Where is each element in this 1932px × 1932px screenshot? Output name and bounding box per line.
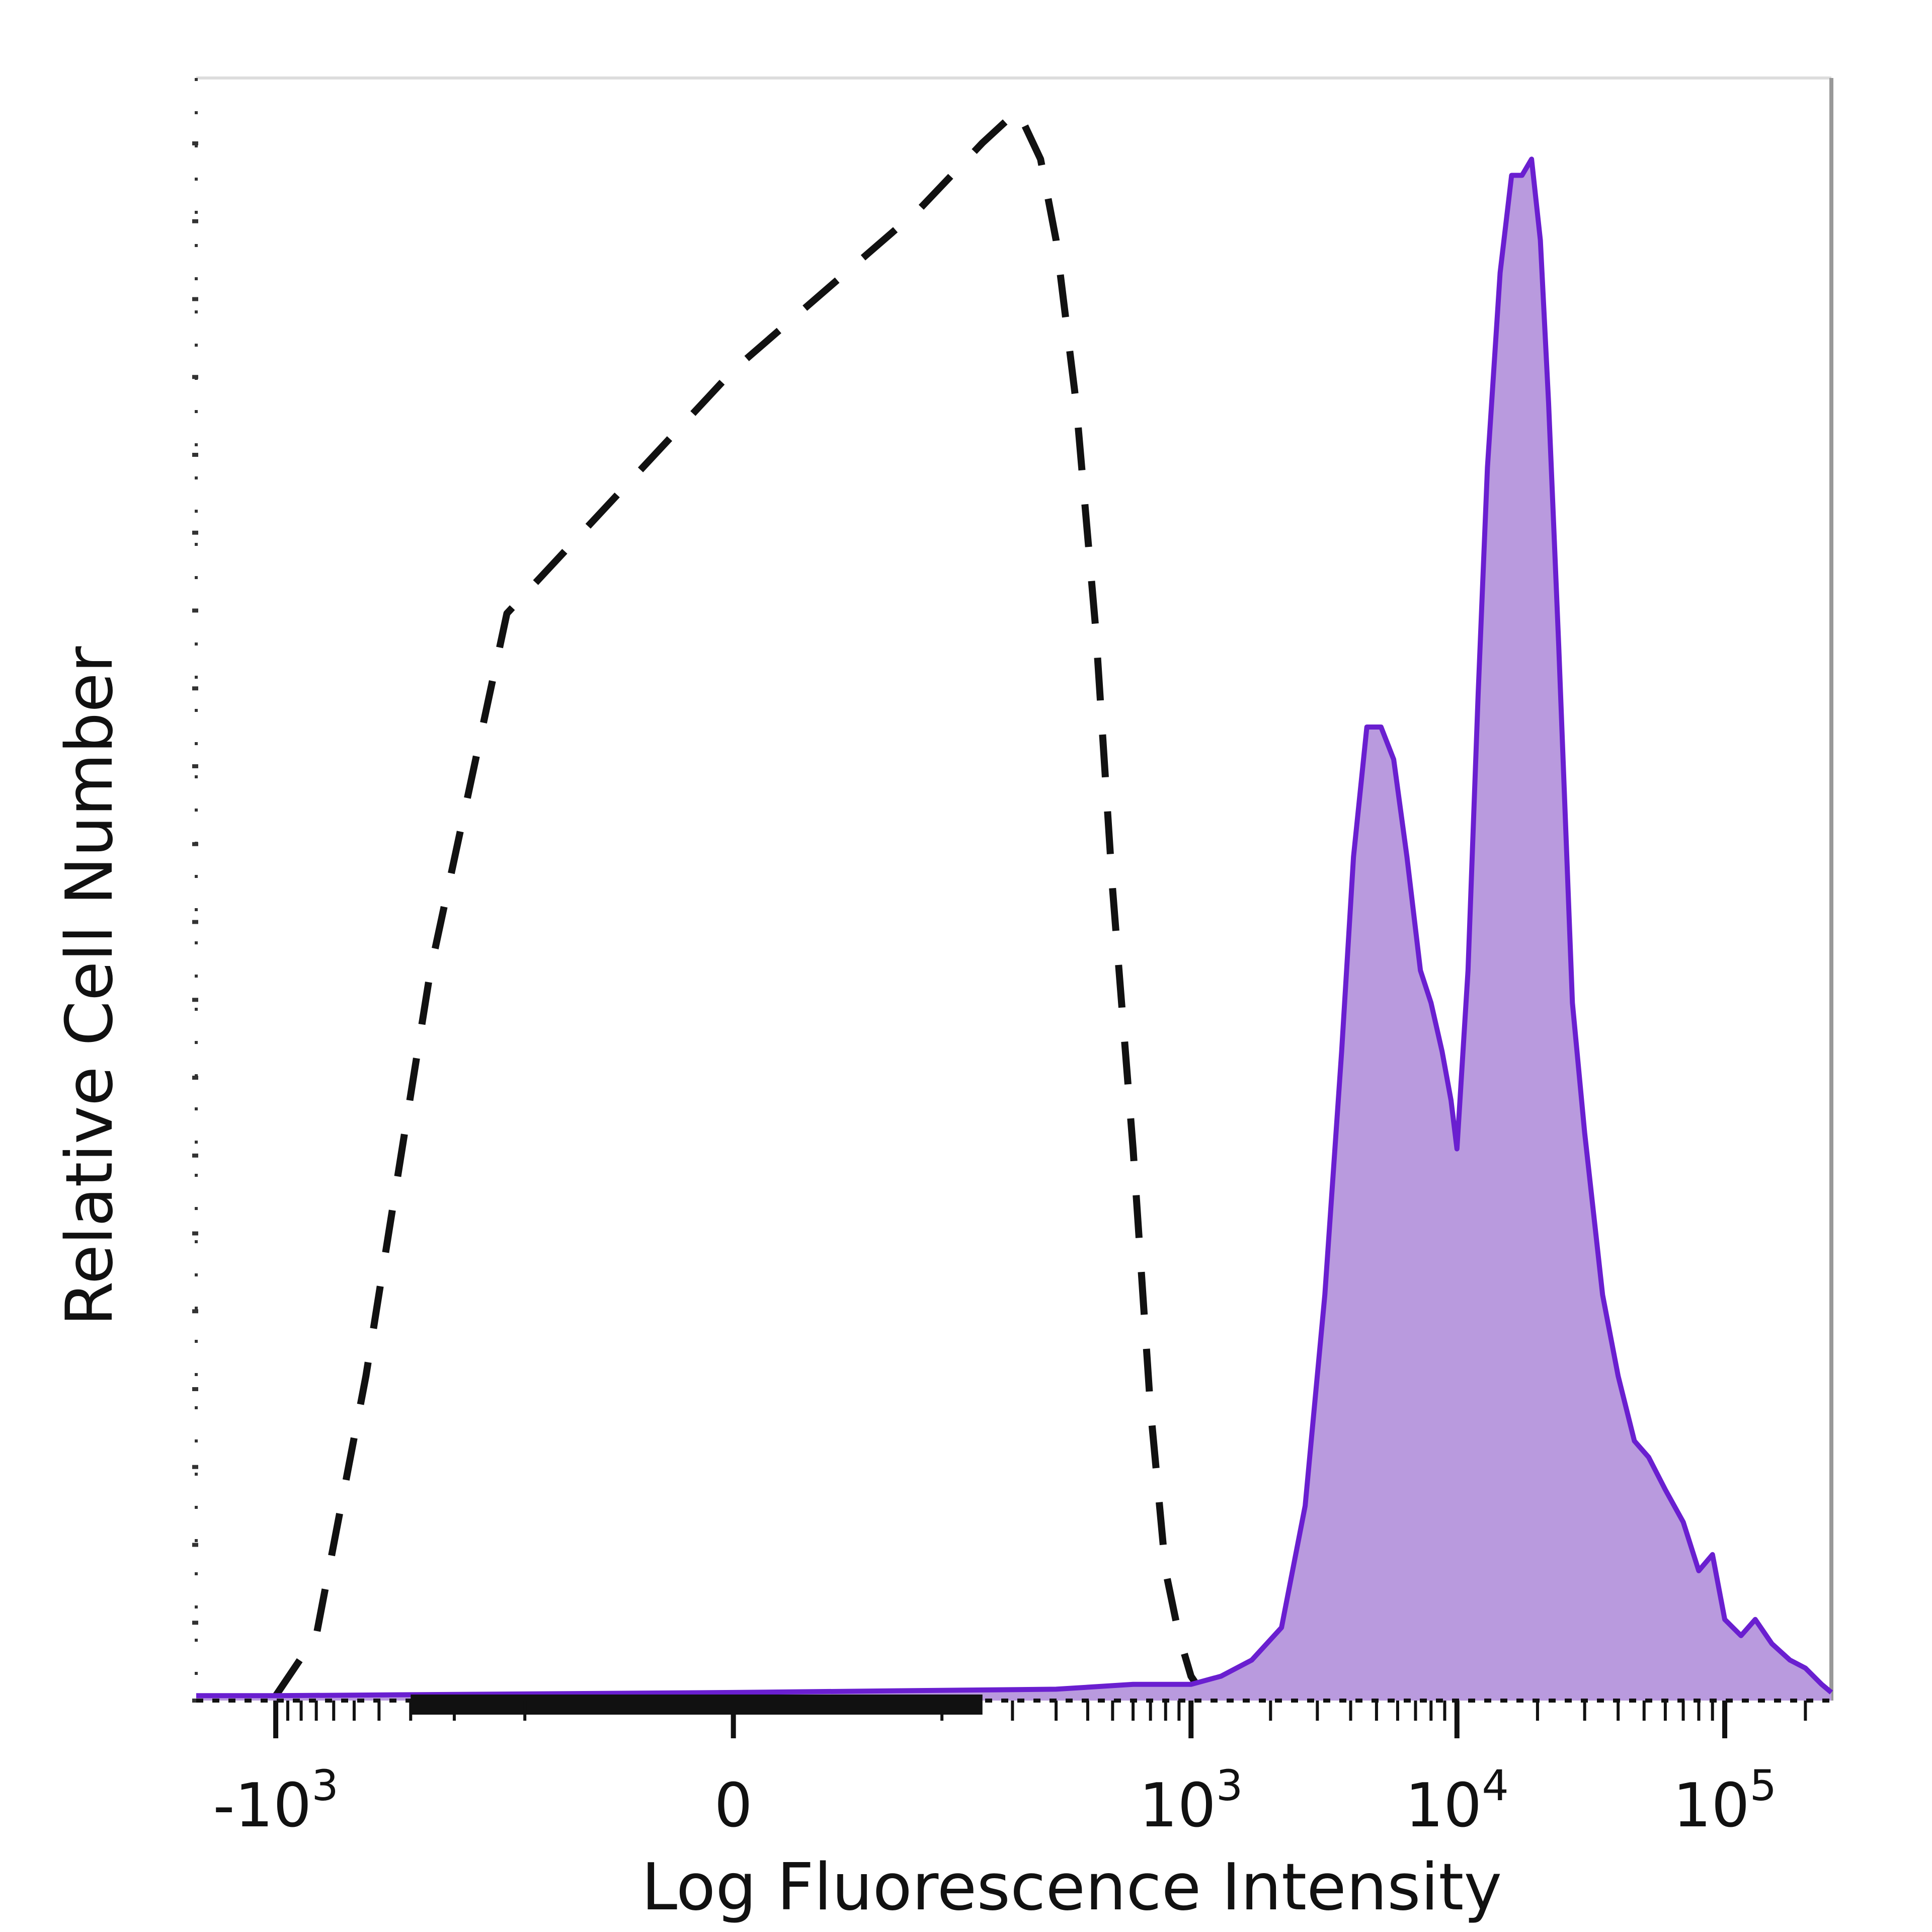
x-tick-label: 0 (714, 1771, 752, 1841)
x-tick-label: 103 (1139, 1761, 1243, 1841)
x-axis-title: Log Fluorescence Intensity (641, 1850, 1502, 1925)
series-1-line (196, 156, 1833, 1699)
plot-frame (192, 76, 1833, 1703)
x-tick-label: 105 (1673, 1761, 1777, 1841)
series-0-line (273, 107, 1215, 1704)
series-1-area (196, 159, 1831, 1701)
series-layer (196, 107, 1833, 1704)
y-axis-title: Relative Cell Number (52, 646, 127, 1326)
x-axis-zero-band (411, 1695, 983, 1715)
x-axis: -103 0 103 104 105 (196, 1695, 1831, 1841)
x-tick-label: 104 (1405, 1761, 1509, 1841)
x-tick-label: -103 (213, 1761, 338, 1841)
